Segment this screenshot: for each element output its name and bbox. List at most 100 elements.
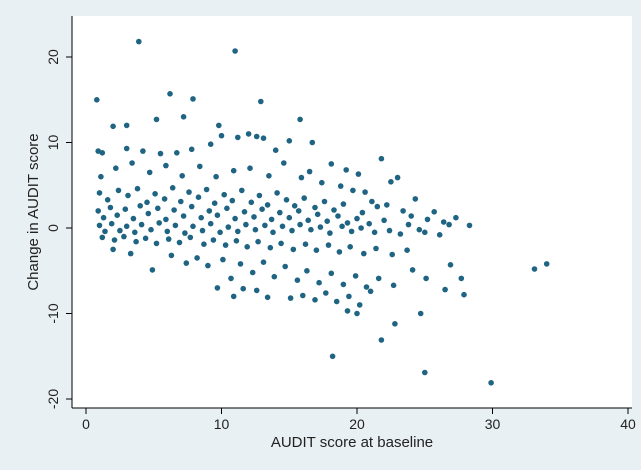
data-point	[240, 285, 246, 292]
data-point	[279, 223, 286, 230]
data-point	[190, 96, 196, 102]
data-point	[358, 225, 364, 231]
data-point	[336, 249, 343, 255]
data-point	[488, 380, 494, 386]
data-point	[340, 281, 347, 288]
data-point	[289, 227, 295, 234]
data-point	[447, 262, 454, 268]
data-point	[346, 293, 352, 300]
data-point	[258, 98, 264, 105]
data-point	[182, 230, 188, 236]
data-point	[163, 162, 169, 169]
data-point	[337, 183, 344, 189]
data-point	[190, 223, 196, 230]
data-point	[290, 246, 297, 253]
data-point	[297, 221, 303, 228]
data-point	[264, 294, 271, 301]
data-point	[117, 227, 123, 234]
data-point	[274, 190, 280, 196]
data-point	[129, 160, 135, 166]
data-point	[203, 186, 210, 193]
data-point	[374, 203, 381, 210]
data-point	[412, 196, 419, 202]
y-tick-label: 20	[45, 49, 61, 65]
x-axis-label: AUDIT score at baseline	[271, 434, 433, 451]
data-point	[347, 244, 354, 250]
data-point	[266, 173, 272, 179]
data-point	[260, 259, 267, 266]
y-tick-label: 0	[45, 224, 61, 232]
data-point	[110, 246, 116, 253]
data-point	[375, 275, 382, 282]
data-point	[221, 191, 227, 198]
data-point	[230, 167, 237, 174]
data-point	[132, 229, 138, 236]
data-point	[278, 240, 284, 247]
data-point	[308, 226, 314, 233]
data-point	[361, 250, 367, 257]
data-point	[169, 185, 176, 191]
data-point	[218, 132, 225, 139]
data-point	[306, 168, 313, 175]
data-point	[235, 228, 241, 235]
data-point	[210, 237, 217, 243]
data-point	[283, 197, 290, 203]
data-point	[205, 262, 211, 269]
data-point	[363, 284, 370, 290]
data-point	[188, 146, 195, 153]
data-point	[207, 141, 214, 147]
data-point	[461, 291, 467, 298]
data-point	[174, 150, 180, 156]
data-point	[400, 208, 406, 214]
data-point	[394, 174, 401, 181]
data-point	[271, 273, 278, 280]
data-point	[339, 223, 345, 230]
data-point	[211, 200, 218, 206]
data-point	[213, 173, 219, 180]
data-point	[148, 226, 154, 233]
data-point	[133, 238, 139, 245]
data-point	[404, 247, 410, 253]
data-point	[287, 295, 294, 301]
data-point	[323, 290, 329, 296]
data-point	[245, 131, 252, 137]
data-point	[130, 215, 137, 222]
x-tick-label: 30	[485, 416, 501, 432]
data-point	[110, 123, 116, 130]
data-point	[108, 220, 115, 227]
data-point	[286, 138, 293, 144]
plot-area	[72, 16, 632, 408]
data-point	[123, 145, 130, 152]
data-point	[214, 212, 221, 218]
data-point	[194, 255, 200, 261]
data-point	[531, 266, 538, 272]
x-tick-label: 40	[620, 416, 636, 432]
data-point	[321, 198, 328, 205]
data-point	[397, 231, 404, 237]
data-point	[222, 242, 229, 248]
data-point	[356, 302, 363, 308]
data-point	[168, 252, 175, 259]
data-point	[305, 217, 312, 224]
data-point	[416, 226, 423, 233]
data-point	[384, 202, 390, 208]
data-point	[125, 192, 131, 199]
data-point	[99, 150, 106, 156]
data-point	[94, 97, 100, 103]
data-point	[272, 147, 279, 153]
data-point	[255, 238, 261, 245]
data-point	[153, 240, 160, 247]
data-point	[270, 229, 276, 236]
data-point	[328, 270, 335, 277]
data-point	[220, 256, 226, 263]
data-point	[229, 197, 236, 204]
data-point	[138, 221, 145, 228]
data-point	[180, 213, 187, 219]
data-point	[96, 222, 103, 229]
data-point	[291, 203, 298, 209]
data-point	[214, 285, 221, 291]
data-point	[195, 194, 202, 200]
data-point	[186, 189, 192, 195]
data-point	[249, 269, 256, 276]
